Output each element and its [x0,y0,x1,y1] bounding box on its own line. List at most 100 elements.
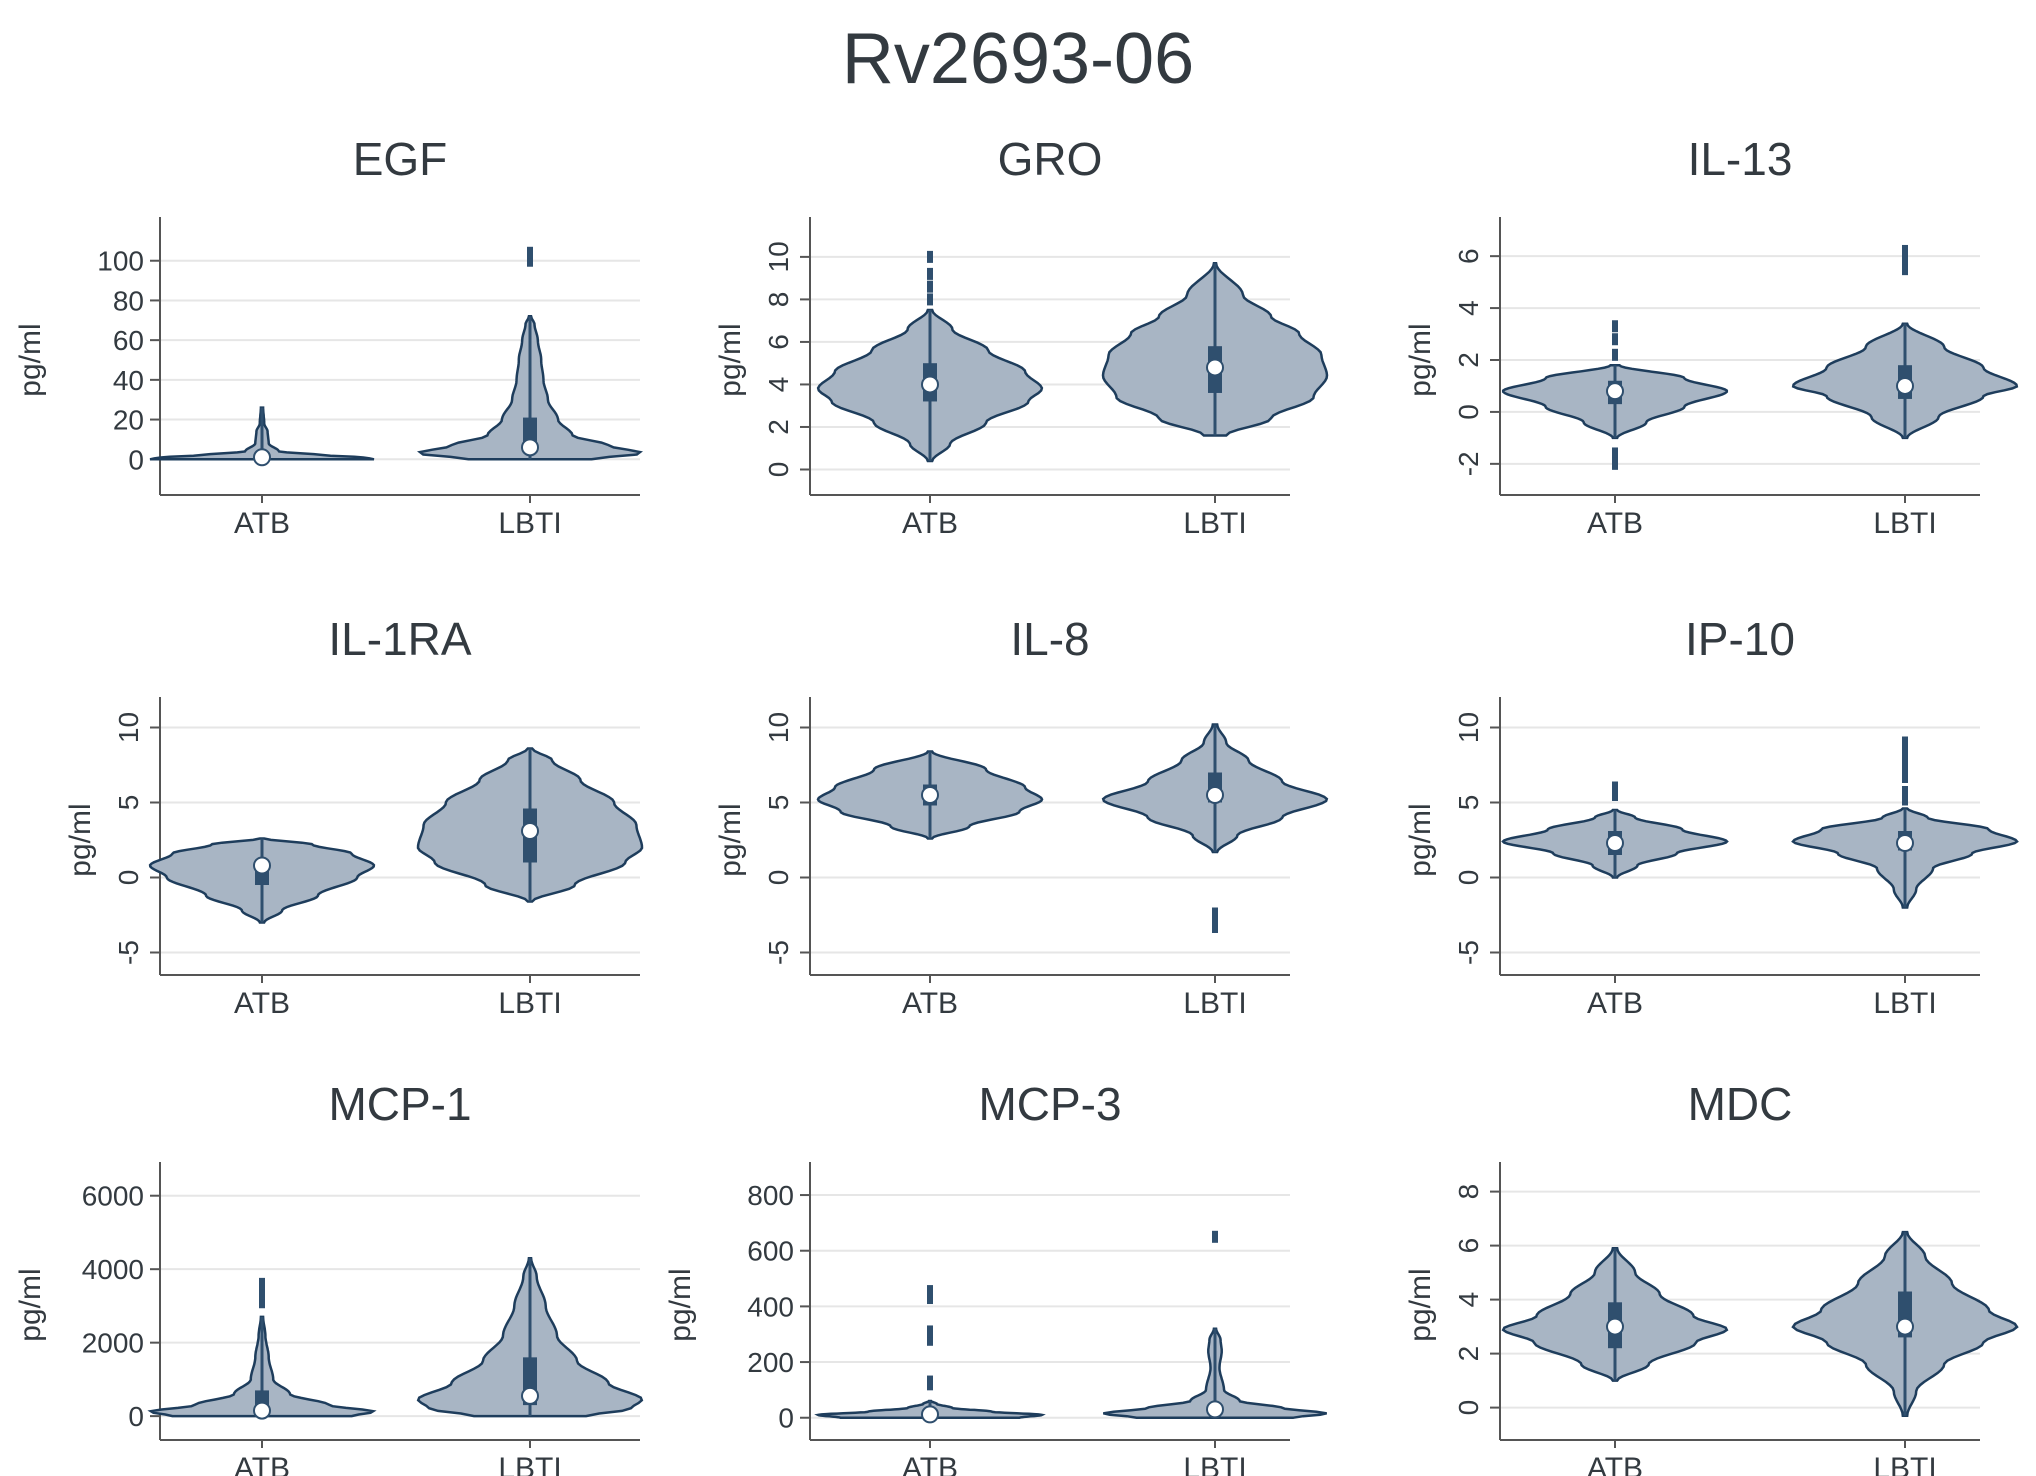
outlier-point [259,1287,265,1300]
y-axis-label: pg/ml [714,803,747,876]
median-marker [921,1405,939,1424]
median-marker [1896,834,1914,852]
outlier-point [1902,786,1908,798]
y-tick-label: 6000 [82,1181,144,1212]
y-tick-label: 60 [113,325,144,356]
violin-atb [147,1277,377,1420]
panel-il-1ra: IL-1RA -5 0 5 10 pg/ml ATB LBTI [64,613,644,1020]
violin-lbti [1101,723,1329,933]
y-tick-label: 800 [747,1180,794,1211]
y-tick-label: 10 [113,712,144,743]
outlier-point [927,1292,933,1305]
outlier-point [927,1375,933,1388]
violin-atb [814,1285,1046,1424]
panel-title-ip-10: IP-10 [1685,613,1795,665]
y-tick-label: 0 [763,462,794,478]
x-tick-label-lbti: LBTI [498,1452,561,1476]
y-tick-label: 10 [1453,712,1484,743]
outlier-point [1902,759,1908,771]
y-tick-label: 2 [1453,1346,1484,1362]
violin-lbti [416,747,644,903]
y-tick-label: 5 [763,795,794,811]
x-tick-label-atb: ATB [902,507,958,540]
panel-title-il-13: IL-13 [1688,133,1793,185]
outlier-point [1612,781,1618,794]
y-tick-label: 2 [763,419,794,435]
y-tick-label: 8 [1453,1184,1484,1200]
median-marker [1606,1317,1624,1336]
panel-title-mdc: MDC [1688,1078,1793,1130]
y-tick-label: 6 [763,334,794,350]
median-marker [1606,834,1624,852]
y-tick-label: 2 [1453,352,1484,368]
panel-title-mcp-1: MCP-1 [328,1078,471,1130]
outlier-point [1902,252,1908,265]
x-tick-label-atb: ATB [234,507,290,540]
y-axis-label: pg/ml [714,323,747,396]
y-tick-label: 20 [113,405,144,436]
panel-title-egf: EGF [353,133,448,185]
y-tick-label: -5 [1453,940,1484,965]
median-marker [253,1401,271,1420]
outlier-point [927,1333,933,1346]
y-tick-label: 4000 [82,1254,144,1285]
violin-lbti [1791,244,2019,440]
x-tick-label-lbti: LBTI [1183,1452,1246,1476]
y-tick-label: 0 [128,444,144,475]
outlier-point [927,280,933,293]
outlier-point [1612,320,1618,333]
y-tick-label: 10 [763,241,794,272]
median-marker [921,786,939,804]
violin-lbti [1791,1230,2019,1417]
violin-atb [149,406,375,467]
violin-atb [816,250,1044,463]
x-tick-label-lbti: LBTI [1183,987,1246,1020]
outlier-point [1612,447,1618,460]
violin-atb [816,750,1044,840]
panel-title-gro: GRO [998,133,1103,185]
panel-egf: EGF 0 20 40 60 80 100 pg/ml ATB LBTI [14,133,644,540]
panel-gro: GRO 0 2 4 6 8 10 pg/ml ATB LBTI [714,133,1329,540]
violin-atb [1501,1247,1729,1382]
panel-mdc: MDC 0 2 4 6 8 pg/ml ATB LBTI [1404,1078,2019,1476]
violin-lbti [416,246,644,461]
y-tick-label: 200 [747,1347,794,1378]
outlier-point [927,1285,933,1298]
y-tick-label: 0 [763,870,794,886]
outlier-point [1902,263,1908,276]
y-tick-label: 4 [1453,1292,1484,1308]
median-marker [521,438,539,457]
y-tick-label: 8 [763,292,794,308]
x-tick-label-lbti: LBTI [1873,1452,1936,1476]
outlier-point [1612,789,1618,801]
x-tick-label-atb: ATB [1587,507,1643,540]
violin-lbti [1791,736,2019,909]
outlier-point [1902,771,1908,783]
y-tick-label: 0 [1453,404,1484,420]
y-tick-label: 600 [747,1236,794,1267]
panel-title-il-8: IL-8 [1010,613,1089,665]
x-tick-label-atb: ATB [1587,1452,1643,1476]
panel-mcp-1: MCP-1 0 2000 4000 6000 pg/ml ATB LBTI [14,1078,644,1476]
x-tick-label-atb: ATB [234,1452,290,1476]
violin-lbti [1103,1230,1327,1419]
y-tick-label: 4 [763,377,794,393]
median-marker [521,822,539,840]
x-tick-label-atb: ATB [902,987,958,1020]
y-tick-label: 10 [763,712,794,743]
outlier-point [1612,457,1618,470]
outlier-point [1612,348,1618,361]
y-tick-label: 100 [97,246,144,277]
median-marker [1206,1400,1224,1419]
y-axis-label: pg/ml [1404,323,1437,396]
x-tick-label-lbti: LBTI [1183,507,1246,540]
y-tick-label: -2 [1453,451,1484,476]
panel-il-8: IL-8 -5 0 5 10 pg/ml ATB LBTI [714,613,1329,1020]
y-tick-label: 400 [747,1291,794,1322]
median-marker [1206,786,1224,804]
panel-il-13: IL-13 -2 0 2 4 6 pg/ml ATB LBTI [1404,133,2019,540]
x-tick-label-lbti: LBTI [1873,987,1936,1020]
outlier-point [1212,907,1218,920]
main-title: Rv2693-06 [841,19,1195,99]
y-axis-label: pg/ml [64,803,97,876]
